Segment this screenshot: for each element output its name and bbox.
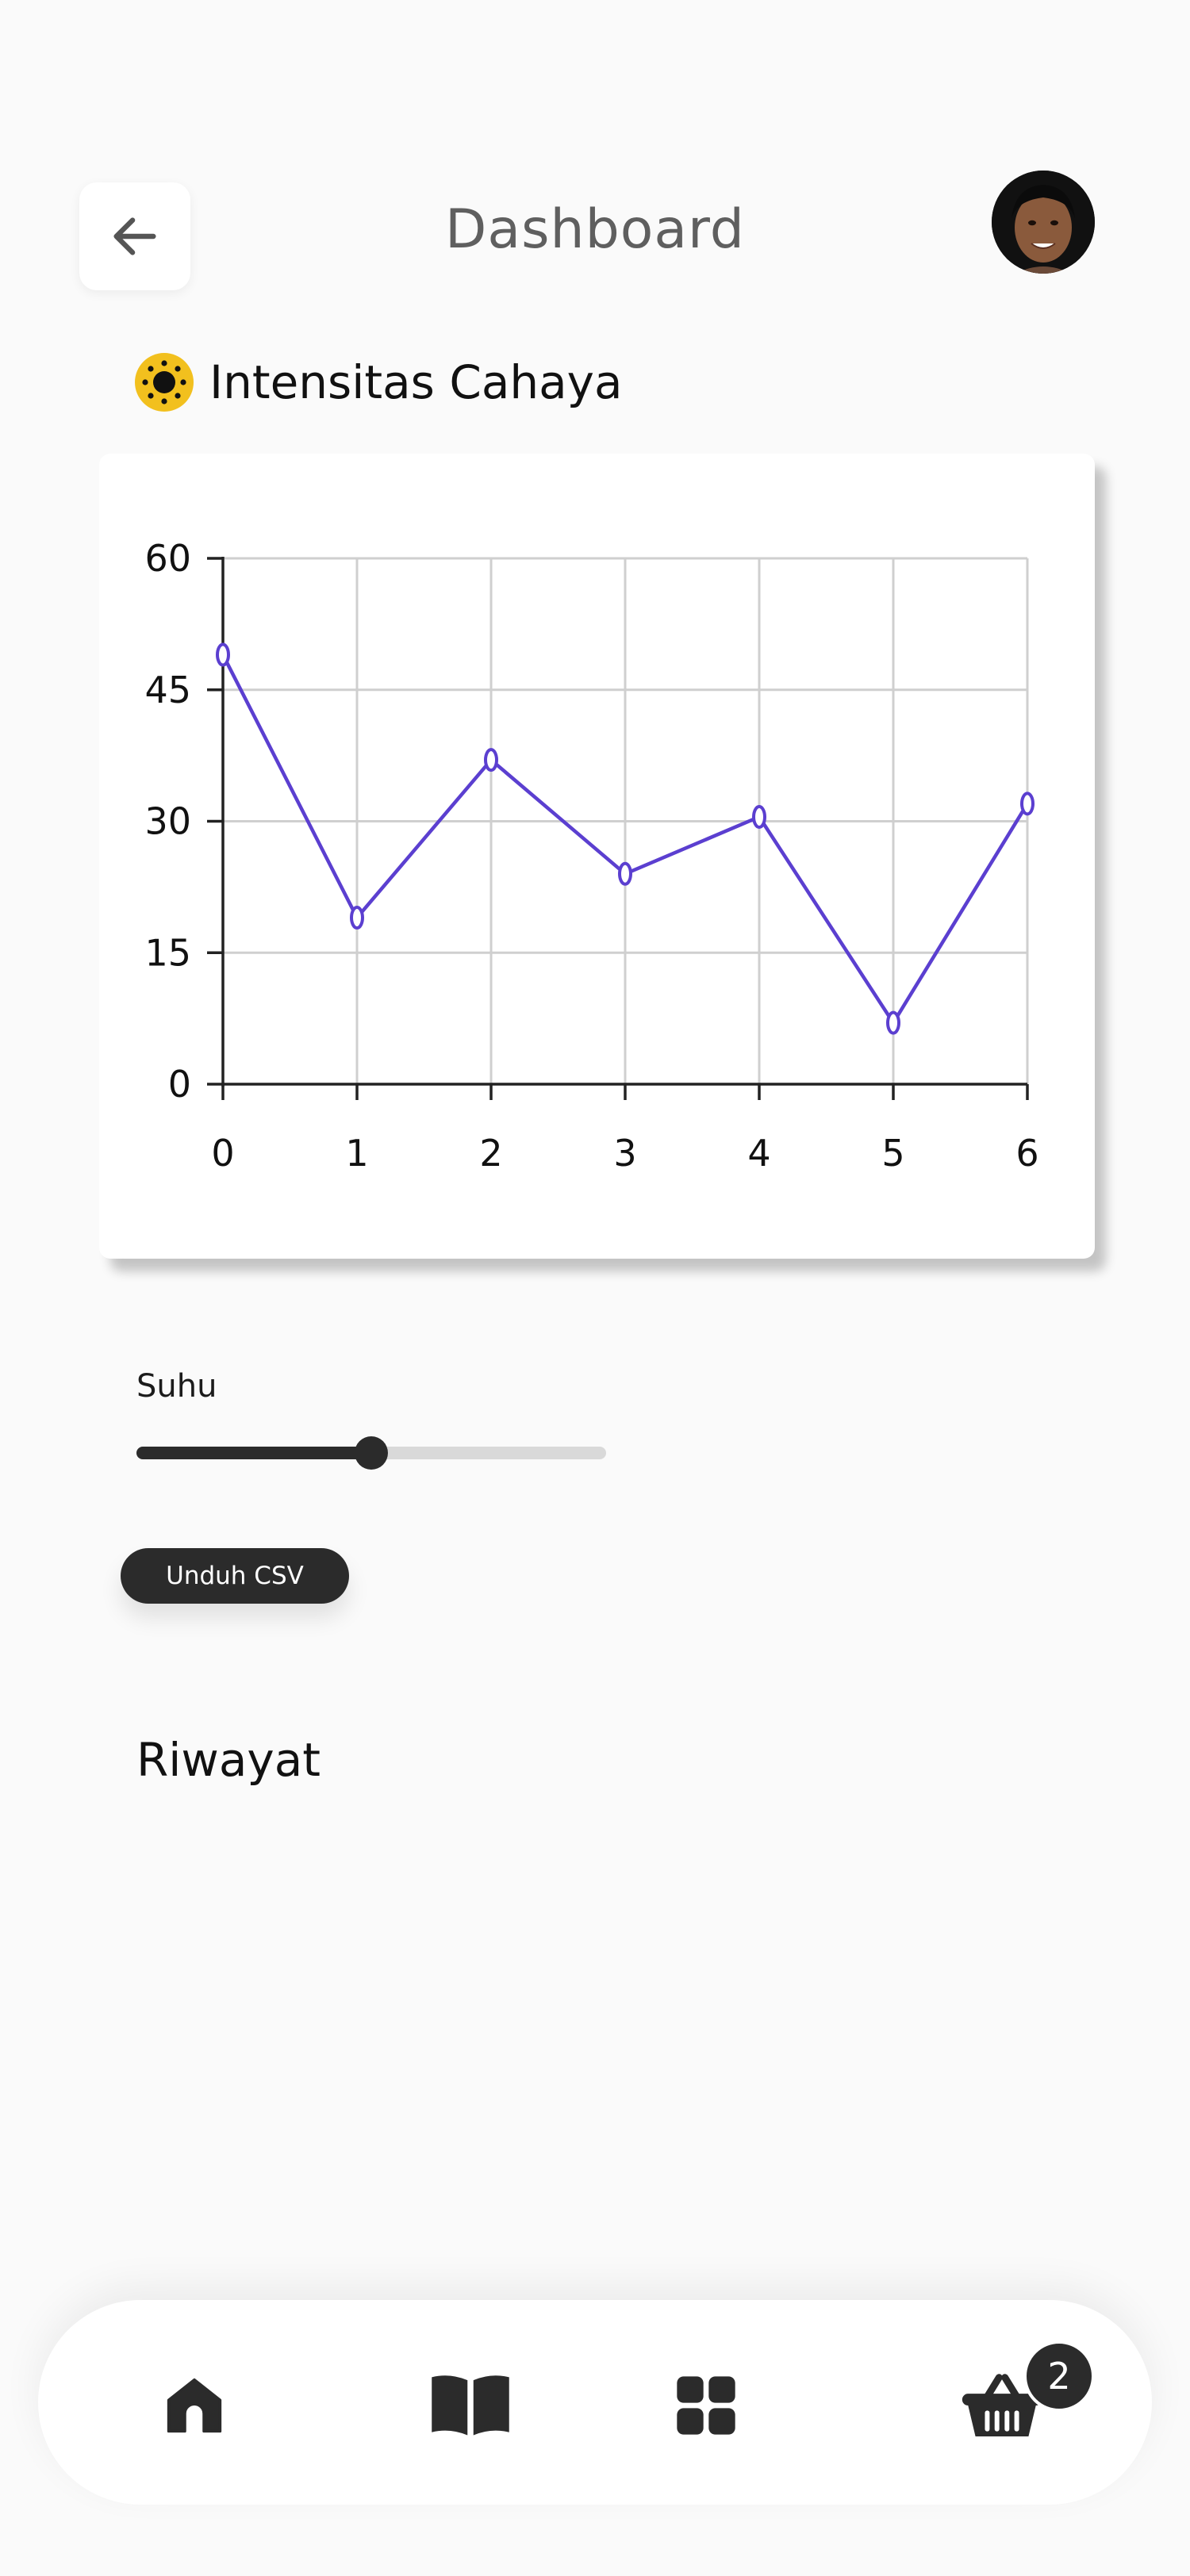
data-point-5 — [886, 1010, 900, 1035]
section-title: Intensitas Cahaya — [209, 355, 623, 409]
data-point-4 — [752, 804, 766, 829]
y-tick-label: 30 — [144, 800, 191, 843]
user-avatar-image — [992, 171, 1095, 274]
nav-book[interactable] — [427, 2362, 514, 2449]
home-icon — [167, 2378, 222, 2433]
section-header: Intensitas Cahaya — [135, 353, 623, 412]
slider-label: Suhu — [136, 1368, 217, 1405]
nav-grid[interactable] — [662, 2362, 750, 2449]
x-tick-label: 5 — [881, 1132, 904, 1175]
slider-thumb[interactable] — [355, 1436, 388, 1470]
data-point-6 — [1020, 792, 1035, 816]
x-tick-label: 2 — [479, 1132, 502, 1175]
book-icon — [432, 2375, 509, 2436]
y-tick-label: 60 — [144, 537, 191, 580]
history-title: Riwayat — [136, 1733, 321, 1787]
x-tick-label: 1 — [345, 1132, 368, 1175]
data-point-1 — [350, 906, 364, 930]
data-point-3 — [618, 861, 632, 886]
data-point-2 — [484, 748, 498, 772]
light-intensity-chart-card: 0 15 30 45 60 0 1 2 3 4 5 6 — [99, 454, 1095, 1259]
y-tick-label: 15 — [144, 931, 191, 974]
basket-count-badge: 2 — [1023, 2340, 1095, 2412]
back-button[interactable] — [79, 182, 190, 290]
temperature-slider[interactable] — [136, 1436, 606, 1470]
nav-basket[interactable] — [958, 2362, 1046, 2449]
y-tick-label: 0 — [168, 1063, 191, 1106]
x-tick-label: 6 — [1015, 1132, 1038, 1175]
data-point-0 — [216, 642, 230, 667]
x-tick-label: 4 — [747, 1132, 770, 1175]
page-title: Dashboard — [445, 198, 745, 261]
y-tick-label: 45 — [144, 669, 191, 711]
sun-icon — [135, 353, 194, 412]
grid-icon — [677, 2376, 735, 2435]
arrow-left-icon — [113, 217, 156, 255]
avatar[interactable] — [992, 171, 1095, 274]
slider-fill — [136, 1447, 371, 1459]
nav-home[interactable] — [151, 2362, 238, 2449]
x-tick-label: 0 — [211, 1132, 234, 1175]
x-tick-label: 3 — [613, 1132, 636, 1175]
basket-icon — [962, 2374, 1042, 2436]
download-csv-button[interactable]: Unduh CSV — [121, 1548, 349, 1604]
bottom-nav — [38, 2300, 1152, 2505]
